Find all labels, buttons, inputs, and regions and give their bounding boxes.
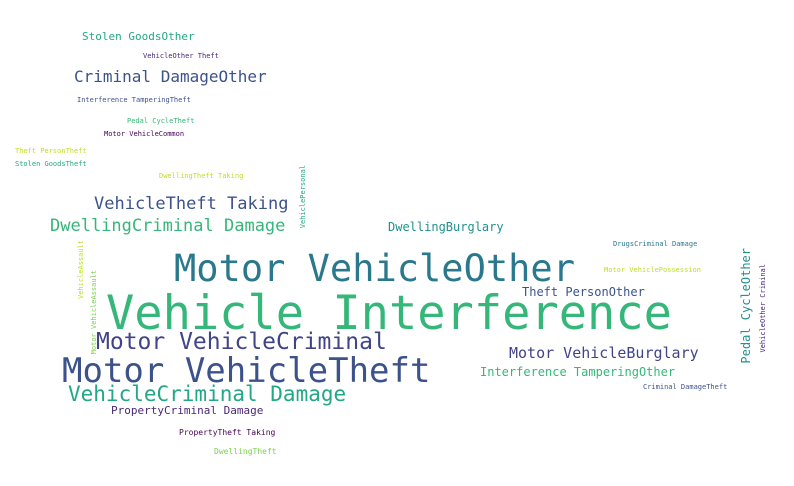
word-dwellingtheft-taking: DwellingTheft Taking [159, 172, 244, 180]
word-drugscriminal-damage: DrugsCriminal Damage [613, 240, 698, 248]
word-theft-personother: Theft PersonOther [522, 285, 645, 299]
word-motor-vehiclecriminal: Motor VehicleCriminal [96, 329, 387, 355]
word-motor-vehicleburglary: Motor VehicleBurglary [509, 344, 699, 362]
word-criminal-damagetheft: Criminal DamageTheft [643, 383, 728, 391]
word-motor-vehiclepossession: Motor VehiclePossession [604, 266, 701, 274]
word-pedal-cycletheft: Pedal CycleTheft [127, 117, 195, 125]
word-dwellingtheft: DwellingTheft [214, 447, 277, 456]
word-propertycriminal-damage: PropertyCriminal Damage [111, 404, 264, 417]
word-vehicle-interference: Vehicle Interference [106, 286, 672, 341]
word-dwellingcriminal-damage: DwellingCriminal Damage [50, 216, 286, 236]
word-criminal-damageother: Criminal DamageOther [74, 67, 267, 86]
word-vehiclecriminal-damage: VehicleCriminal Damage [68, 382, 347, 406]
word-interference-tamperingtheft: Interference TamperingTheft [77, 96, 191, 104]
word-vehicleother-theft: VehicleOther Theft [143, 52, 219, 60]
word-vehicletheft-taking: VehicleTheft Taking [94, 194, 289, 214]
word-vehicleassault: VehicleAssault [77, 240, 85, 300]
word-interference-tamperingother: Interference TamperingOther [480, 365, 676, 379]
word-motor-vehicleother: Motor VehicleOther [174, 247, 575, 290]
word-dwellingburglary: DwellingBurglary [388, 220, 504, 234]
word-motor-vehiclecommon: Motor VehicleCommon [104, 130, 185, 138]
word-vehiclepersonal: VehiclePersonal [299, 165, 307, 229]
word-pedal-cycleother: Pedal CycleOther [739, 248, 753, 364]
word-theft-persontheft: Theft PersonTheft [15, 147, 87, 155]
word-stolen-goodstheft: Stolen GoodsTheft [15, 160, 87, 168]
word-vehicleother-criminal: VehicleOther Criminal [759, 264, 767, 353]
word-motor-vehicletheft: Motor VehicleTheft [62, 351, 431, 391]
word-stolen-goodsother: Stolen GoodsOther [82, 30, 195, 43]
word-propertytheft-taking: PropertyTheft Taking [179, 428, 276, 437]
word-motor-vehicleassault: Motor VehicleAssault [90, 270, 98, 355]
